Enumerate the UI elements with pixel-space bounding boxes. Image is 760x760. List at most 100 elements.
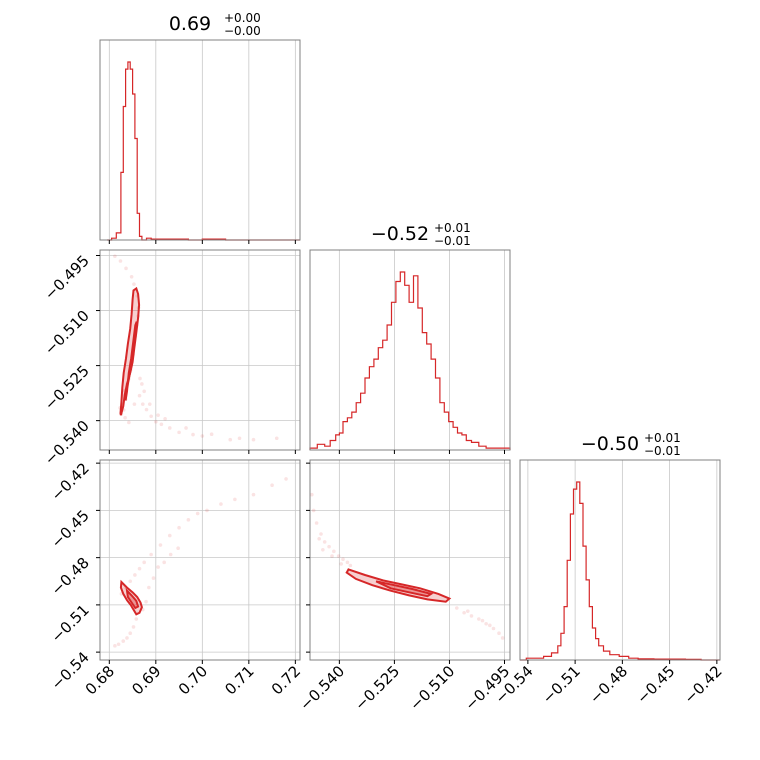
- histogram-1: [309, 271, 511, 450]
- scatter-point: [163, 417, 167, 421]
- scatter-point: [462, 610, 466, 615]
- panel-frame: [99, 459, 301, 661]
- param-title-0: 0.69: [169, 13, 211, 35]
- x-tick-label: −0.48: [586, 662, 631, 707]
- histogram-step-line: [107, 61, 300, 241]
- scatter-point: [167, 533, 172, 538]
- scatter-2-0: [113, 477, 288, 648]
- y-tick-label: −0.51: [48, 601, 93, 646]
- scatter-point: [469, 614, 474, 618]
- scatter-point: [162, 560, 166, 565]
- scatter-point: [149, 414, 153, 419]
- scatter-point: [317, 536, 321, 541]
- scatter-point: [497, 631, 501, 636]
- scatter-point: [156, 565, 160, 569]
- param-title-2: −0.50: [581, 433, 639, 455]
- x-tick-label: 0.69: [128, 662, 164, 698]
- scatter-point: [147, 585, 151, 590]
- scatter-point: [118, 259, 123, 263]
- scatter-point: [134, 617, 139, 621]
- scatter-point: [177, 525, 181, 530]
- scatter-point: [195, 511, 200, 516]
- scatter-point: [127, 420, 131, 425]
- scatter-point: [205, 508, 209, 513]
- scatter-point: [137, 566, 142, 571]
- panel-1-1: [338, 250, 505, 450]
- scatter-1-0: [113, 254, 279, 442]
- scatter-point: [147, 402, 152, 406]
- scatter-point: [219, 502, 223, 506]
- x-tick-label: −0.540: [296, 662, 348, 714]
- param-title-minus-1: −0.01: [434, 234, 471, 248]
- scatter-point: [144, 407, 149, 412]
- scatter-point: [131, 625, 136, 629]
- scatter-point: [491, 626, 496, 631]
- panel-frame: [99, 39, 301, 241]
- scatter-point: [121, 639, 126, 643]
- x-tick-label: 0.70: [175, 662, 211, 698]
- scatter-point: [116, 642, 121, 647]
- scatter-point: [311, 508, 316, 513]
- scatter-point: [233, 497, 237, 502]
- scatter-point: [177, 430, 181, 435]
- scatter-2-1: [310, 492, 505, 640]
- scatter-point: [284, 477, 288, 481]
- scatter-point: [128, 631, 133, 636]
- histogram-0: [107, 61, 300, 241]
- contour-2-1: [345, 568, 452, 603]
- scatter-point: [327, 544, 331, 549]
- scatter-point: [144, 599, 148, 604]
- scatter-point: [168, 552, 173, 557]
- param-title-plus-0: +0.00: [224, 11, 261, 25]
- scatter-point: [270, 483, 274, 487]
- scatter-point: [332, 549, 336, 554]
- param-title-plus-1: +0.01: [434, 221, 471, 235]
- scatter-point: [322, 540, 327, 544]
- histogram-2: [520, 481, 720, 661]
- y-tick-label: −0.510: [41, 307, 93, 359]
- scatter-point: [140, 382, 144, 386]
- scatter-point: [138, 376, 142, 381]
- scatter-point: [484, 621, 488, 626]
- contour-inner: [125, 587, 140, 610]
- contour-inner: [375, 580, 434, 598]
- scatter-point: [209, 432, 214, 437]
- y-tick-label: −0.525: [41, 362, 93, 414]
- scatter-point: [128, 579, 133, 584]
- x-tick-label: 0.71: [221, 662, 257, 698]
- scatter-point: [184, 426, 188, 430]
- contour-1-0: [119, 286, 141, 416]
- scatter-point: [125, 636, 129, 640]
- scatter-point: [228, 437, 233, 442]
- x-tick-label: 0.72: [268, 662, 304, 698]
- panel-frame: [99, 249, 301, 451]
- scatter-point: [330, 554, 334, 558]
- panel-frame: [519, 459, 721, 661]
- panel-0-0: [108, 40, 296, 240]
- scatter-point: [314, 521, 319, 525]
- scatter-point: [140, 402, 145, 406]
- scatter-point: [488, 623, 492, 628]
- scatter-point: [167, 426, 172, 430]
- param-title-plus-2: +0.01: [644, 431, 681, 445]
- scatter-point: [454, 606, 459, 610]
- scatter-point: [339, 562, 343, 566]
- scatter-point: [186, 518, 191, 522]
- scatter-point: [336, 554, 341, 558]
- scatter-point: [310, 492, 314, 497]
- panel-2-1: [310, 460, 510, 660]
- scatter-point: [133, 573, 137, 577]
- scatter-point: [132, 402, 137, 406]
- scatter-point: [480, 618, 485, 623]
- scatter-point: [154, 419, 158, 424]
- scatter-point: [113, 254, 117, 259]
- panel-2-0: [100, 460, 300, 660]
- contour-outer: [119, 286, 141, 416]
- scatter-point: [321, 547, 325, 552]
- panel-2-2: [527, 460, 718, 660]
- contour-inner: [124, 321, 138, 401]
- scatter-point: [159, 422, 164, 427]
- scatter-point: [319, 532, 323, 536]
- contour-2-0: [119, 579, 143, 616]
- panel-frame: [309, 459, 511, 661]
